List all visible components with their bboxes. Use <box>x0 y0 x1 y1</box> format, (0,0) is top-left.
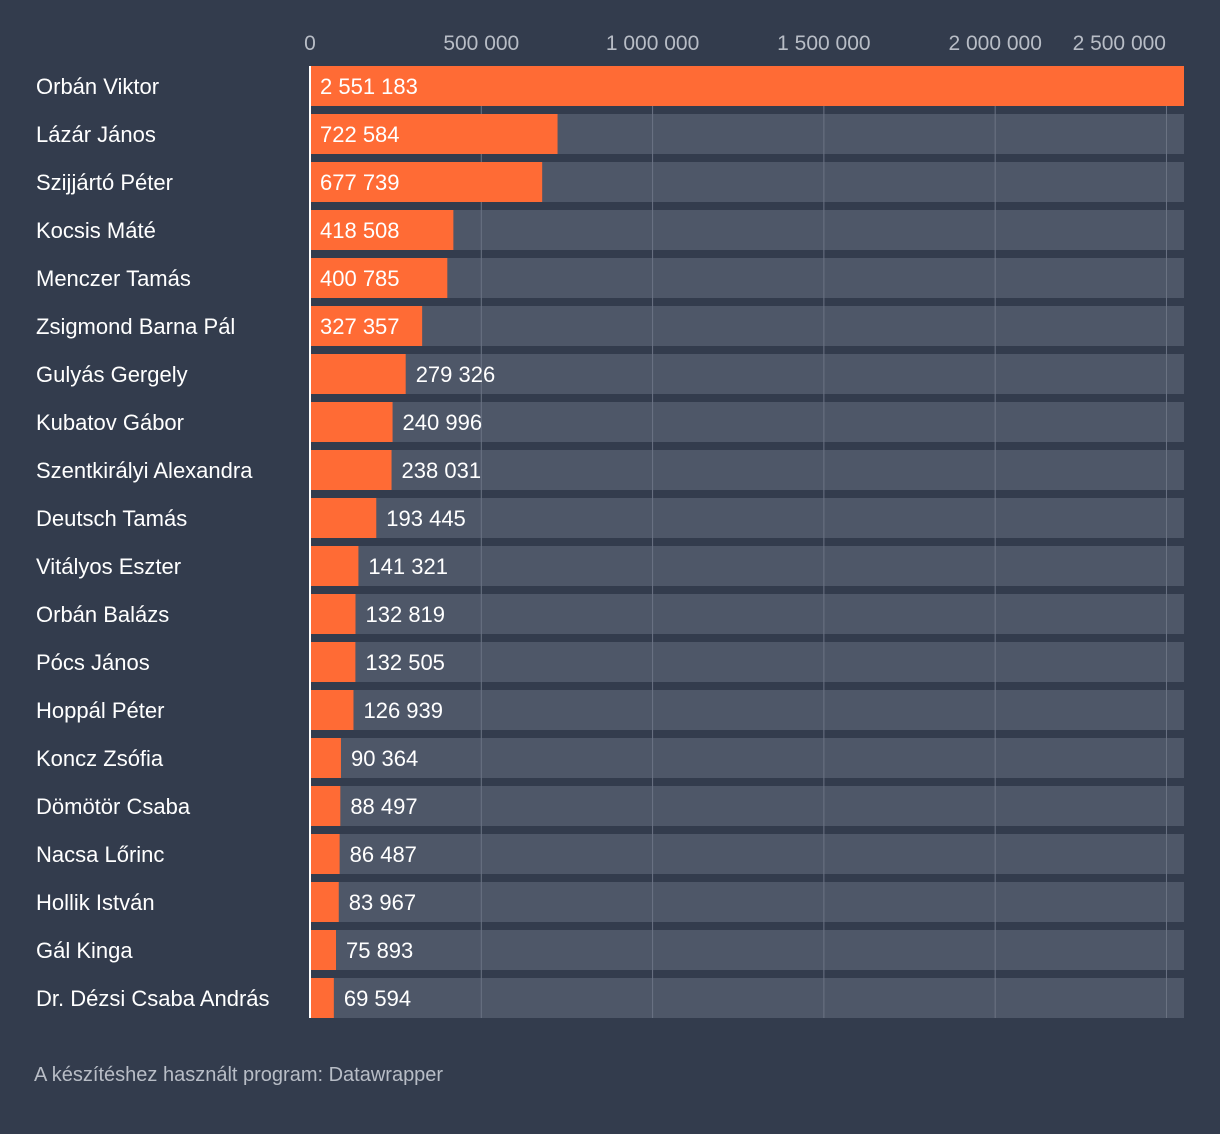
category-label: Dr. Dézsi Csaba András <box>36 986 270 1011</box>
category-label: Deutsch Tamás <box>36 506 187 531</box>
category-label: Menczer Tamás <box>36 266 191 291</box>
bar <box>310 498 377 538</box>
tick-label: 1 000 000 <box>606 32 699 55</box>
category-label: Gulyás Gergely <box>36 362 188 387</box>
bar <box>310 834 340 874</box>
bar <box>310 546 359 586</box>
bar <box>310 450 392 490</box>
value-label: 83 967 <box>349 890 416 915</box>
bar <box>310 258 448 298</box>
bar <box>310 882 339 922</box>
bar-track <box>310 402 1184 442</box>
category-label: Hollik István <box>36 890 155 915</box>
bar-track <box>310 354 1184 394</box>
bar-track <box>310 306 1184 346</box>
category-label: Szijjártó Péter <box>36 170 173 195</box>
bar-track <box>310 834 1184 874</box>
bar-track <box>310 258 1184 298</box>
bar <box>310 642 356 682</box>
x-axis-ticks: 0 500 000 1 000 000 1 500 000 2 000 000 2 500… <box>304 32 1166 55</box>
tick-label: 2 500 000 <box>1073 32 1166 55</box>
value-label: 88 497 <box>350 794 417 819</box>
bar-track <box>310 450 1184 490</box>
bar-tracks <box>310 66 1184 1018</box>
category-label: Lázár János <box>36 122 156 147</box>
value-label: 238 031 <box>402 458 482 483</box>
tick-label: 500 000 <box>443 32 519 55</box>
bar <box>310 690 354 730</box>
bar-track <box>310 930 1184 970</box>
tick-label: 1 500 000 <box>777 32 870 55</box>
value-label: 279 326 <box>416 362 496 387</box>
value-label: 327 357 <box>320 314 400 339</box>
category-label: Pócs János <box>36 650 150 675</box>
bar <box>310 594 356 634</box>
category-label: Orbán Balázs <box>36 602 169 627</box>
bar <box>310 306 423 346</box>
category-label: Orbán Viktor <box>36 74 159 99</box>
bar <box>310 930 336 970</box>
bar <box>310 66 1184 106</box>
value-label: 722 584 <box>320 122 400 147</box>
value-label: 141 321 <box>368 554 448 579</box>
value-label: 2 551 183 <box>320 74 418 99</box>
bar-track <box>310 786 1184 826</box>
value-label: 75 893 <box>346 938 413 963</box>
bar-track <box>310 690 1184 730</box>
value-label: 193 445 <box>386 506 466 531</box>
tick-label: 2 000 000 <box>948 32 1041 55</box>
value-label: 132 819 <box>366 602 446 627</box>
category-label: Kocsis Máté <box>36 218 156 243</box>
value-label: 90 364 <box>351 746 418 771</box>
bar <box>310 786 341 826</box>
bar <box>310 210 454 250</box>
value-label: 126 939 <box>363 698 443 723</box>
bar-track <box>310 738 1184 778</box>
value-label: 677 739 <box>320 170 400 195</box>
bar <box>310 738 341 778</box>
bar <box>310 978 334 1018</box>
value-label: 132 505 <box>365 650 445 675</box>
value-label: 418 508 <box>320 218 400 243</box>
value-label: 400 785 <box>320 266 400 291</box>
bar-track <box>310 498 1184 538</box>
bar <box>310 114 558 154</box>
tick-label: 0 <box>304 32 316 55</box>
bar-track <box>310 642 1184 682</box>
category-label: Szentkirályi Alexandra <box>36 458 253 483</box>
bar <box>310 402 393 442</box>
category-label: Gál Kinga <box>36 938 133 963</box>
value-label: 86 487 <box>350 842 417 867</box>
footer-note: A készítéshez használt program: Datawrap… <box>34 1064 444 1086</box>
category-label: Vitályos Eszter <box>36 554 181 579</box>
bar-track <box>310 882 1184 922</box>
category-label: Kubatov Gábor <box>36 410 184 435</box>
bar-track <box>310 978 1184 1018</box>
bar-track <box>310 210 1184 250</box>
bar <box>310 162 543 202</box>
value-label: 240 996 <box>403 410 483 435</box>
value-labels: 2 551 183 722 584 677 739 418 508 400 785 327… <box>320 74 495 1011</box>
category-label: Dömötör Csaba <box>36 794 191 819</box>
category-labels: Orbán Viktor Lázár János Szijjártó Péter Ko… <box>36 74 270 1011</box>
bars <box>310 66 1184 1018</box>
category-label: Hoppál Péter <box>36 698 164 723</box>
gridlines <box>480 66 1167 1018</box>
bar-track <box>310 546 1184 586</box>
bar <box>310 354 406 394</box>
category-label: Zsigmond Barna Pál <box>36 314 235 339</box>
bar-track <box>310 594 1184 634</box>
value-label: 69 594 <box>344 986 411 1011</box>
category-label: Koncz Zsófia <box>36 746 164 771</box>
category-label: Nacsa Lőrinc <box>36 842 164 867</box>
